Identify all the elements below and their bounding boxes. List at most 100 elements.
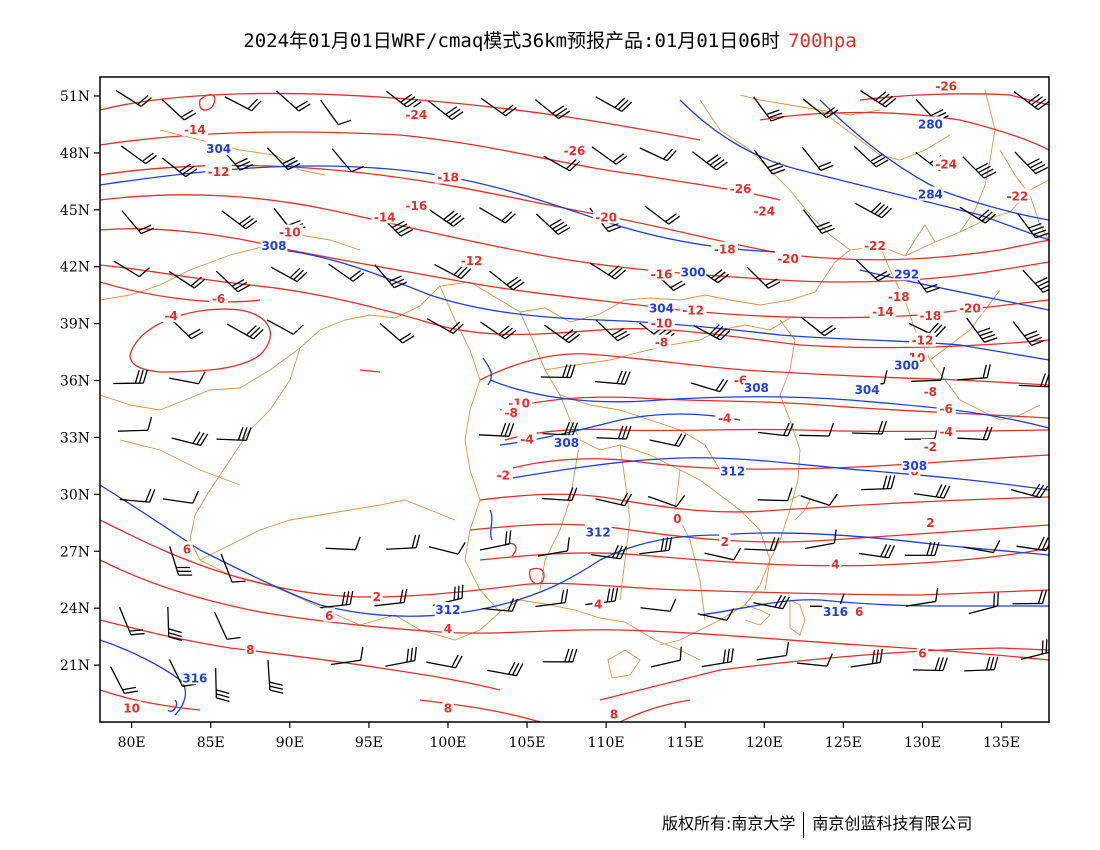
wind-barb xyxy=(639,147,677,162)
wind-barb xyxy=(331,148,365,173)
wind-barb xyxy=(426,654,463,669)
contour-label-bg xyxy=(932,156,960,171)
wind-barb xyxy=(1016,536,1049,552)
contour-label-bg xyxy=(592,596,604,611)
contour-label-bg xyxy=(936,423,956,438)
contour-label: -18 xyxy=(888,290,910,304)
wind-barb xyxy=(753,96,785,122)
wind-barb xyxy=(117,416,153,432)
contour-label-bg xyxy=(719,533,731,548)
wind-barb xyxy=(802,209,835,234)
contour-label-bg xyxy=(727,180,754,195)
contour-label-bg xyxy=(648,300,675,315)
contour-label-bg xyxy=(181,122,209,137)
contour-label: -4 xyxy=(165,309,178,323)
contour-label-bg xyxy=(122,700,142,715)
footer-separator xyxy=(803,811,805,838)
wind-barb xyxy=(214,667,230,703)
contour-label: 2 xyxy=(926,516,934,530)
x-tick-label: 130E xyxy=(904,735,941,751)
contour-label: 316 xyxy=(823,605,848,619)
wind-barb xyxy=(385,90,422,111)
x-tick-label: 85E xyxy=(197,735,225,751)
copyright-footer: 版权所有:南京大学 南京创蓝科技有限公司 xyxy=(662,810,972,838)
contour-label-bg xyxy=(442,700,454,715)
contour-label-bg xyxy=(853,382,881,397)
contour-label-bg xyxy=(822,603,849,618)
wind-barb xyxy=(756,641,790,661)
wind-barb xyxy=(799,422,834,437)
contour-label: -8 xyxy=(505,406,518,420)
wind-barb xyxy=(121,145,157,165)
contour-label: 6 xyxy=(183,542,191,556)
x-tick-label: 105E xyxy=(509,735,546,751)
wind-barb xyxy=(797,653,833,667)
contour-label-bg xyxy=(608,706,620,721)
y-tick-label: 39N xyxy=(60,317,90,333)
wind-barb xyxy=(858,544,896,559)
contour-label: 308 xyxy=(744,381,769,395)
contour-label-bg xyxy=(893,357,920,372)
wind-barb xyxy=(540,364,576,379)
wind-barb xyxy=(802,98,839,119)
wind-barb xyxy=(224,96,262,112)
wind-barb xyxy=(595,319,630,342)
contour-label: -24 xyxy=(753,205,775,219)
contour-label: -20 xyxy=(595,210,617,224)
contour-label: -2 xyxy=(497,468,510,482)
contour-label-bg xyxy=(561,142,588,157)
contour-label: -18 xyxy=(920,309,942,323)
contour-label-bg xyxy=(853,603,865,618)
contour-label: 300 xyxy=(681,265,706,279)
contour-label-bg xyxy=(244,641,257,656)
wind-barb xyxy=(595,96,633,112)
wind-barb xyxy=(906,587,939,607)
contour-label: 292 xyxy=(894,267,919,281)
contour-label: -4 xyxy=(718,411,731,425)
wind-barb xyxy=(800,493,838,506)
wind-barb xyxy=(534,99,571,120)
wind-barb xyxy=(537,537,570,557)
wind-barb xyxy=(860,90,897,108)
x-tick-label: 120E xyxy=(746,735,783,751)
x-tick-label: 110E xyxy=(588,735,625,751)
wind-barb xyxy=(913,657,948,672)
wind-barb xyxy=(168,659,197,687)
wind-barb xyxy=(161,99,197,121)
contour-label: -24 xyxy=(935,157,957,171)
wind-barb xyxy=(804,529,837,550)
x-tick-label: 80E xyxy=(118,735,146,751)
wind-barb xyxy=(226,323,264,340)
wind-barb xyxy=(968,592,999,615)
contour-label: -22 xyxy=(1007,190,1029,204)
contour-label: -20 xyxy=(959,301,981,315)
wind-barb xyxy=(270,266,308,283)
contour-label: 300 xyxy=(894,358,919,372)
title-main: 2024年01月01日WRF/cmaq模式36km预报产品:01月01日06时 xyxy=(243,30,781,52)
copyright-text: 版权所有:南京大学 xyxy=(662,814,796,833)
wind-barb xyxy=(320,590,354,609)
wind-barb xyxy=(480,321,517,340)
wind-barb xyxy=(861,475,896,491)
wind-barb xyxy=(379,322,415,344)
contour-label-bg xyxy=(936,400,956,415)
contour-label: 6 xyxy=(325,609,333,623)
contour-label-bg xyxy=(909,332,936,347)
contour-label: -8 xyxy=(655,336,668,350)
wind-barb xyxy=(596,425,632,440)
contour-label: -24 xyxy=(405,108,427,122)
contour-label: -26 xyxy=(564,144,586,158)
contour-label-bg xyxy=(553,435,580,450)
wind-barb xyxy=(328,263,365,282)
contour-label: 8 xyxy=(610,707,618,721)
wind-barb xyxy=(1011,483,1049,499)
contour-label-bg xyxy=(442,621,454,636)
contour-label-bg xyxy=(893,266,920,281)
wind-barb xyxy=(535,589,569,608)
height-contours xyxy=(100,99,1049,716)
wind-barb xyxy=(753,594,790,610)
wind-barb xyxy=(169,371,206,385)
y-tick-label: 36N xyxy=(60,374,90,390)
contour-label-bg xyxy=(917,308,944,323)
wind-barb xyxy=(962,156,997,179)
